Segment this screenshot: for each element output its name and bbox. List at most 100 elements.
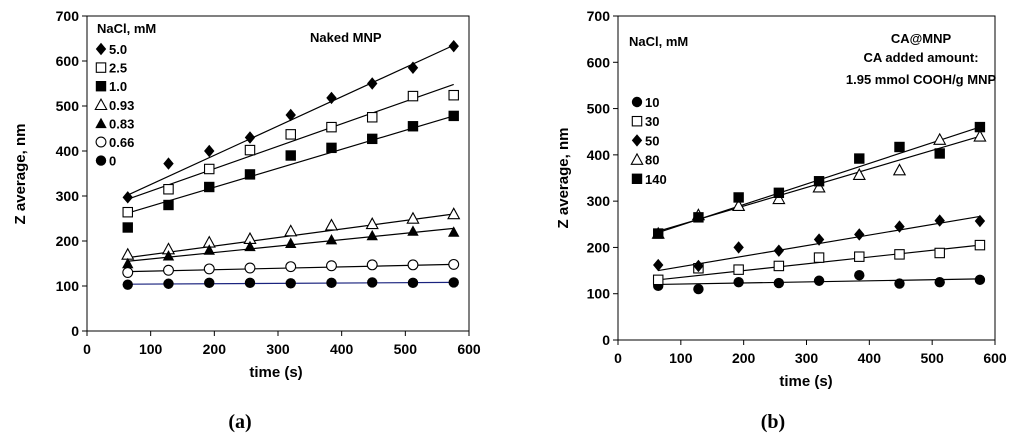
legend-label: 0.66 xyxy=(109,135,134,150)
legend-marker xyxy=(631,134,643,147)
x-tick-label: 300 xyxy=(266,341,290,357)
x-tick-label: 100 xyxy=(139,341,163,357)
data-point xyxy=(326,260,337,272)
y-tick-label: 400 xyxy=(56,143,80,159)
data-point xyxy=(813,275,825,286)
data-point xyxy=(448,110,459,122)
data-point xyxy=(285,261,297,273)
legend-label: 0.83 xyxy=(109,116,134,131)
legend-marker xyxy=(631,173,643,184)
data-point xyxy=(933,132,947,145)
data-point xyxy=(406,211,420,224)
panel-label-a: (a) xyxy=(228,411,251,433)
chart-subtitle-line-1: CA added amount: xyxy=(863,50,978,65)
data-point xyxy=(285,278,296,289)
data-point xyxy=(244,131,256,144)
y-tick-label: 200 xyxy=(56,233,80,249)
axes-a: 0 100 200 300 400 500 600 700 0 100 200 300 400 500 60… xyxy=(56,8,481,357)
legend-marker xyxy=(95,62,107,73)
data-point xyxy=(326,91,337,105)
legend-marker xyxy=(95,42,107,56)
legend-label: 0.93 xyxy=(109,98,134,113)
legend-label: 80 xyxy=(645,153,659,168)
data-point xyxy=(812,180,826,193)
legend-label: 50 xyxy=(645,133,659,148)
x-tick-label: 500 xyxy=(394,341,418,357)
data-point xyxy=(693,259,704,273)
data-point xyxy=(733,192,744,203)
data-point xyxy=(203,163,215,175)
data-point xyxy=(407,90,419,102)
legend-label: 1.0 xyxy=(109,79,127,94)
x-tick-label: 200 xyxy=(732,350,756,366)
panel-b: 0 100 200 300 400 500 600 700 0 100 200 300 400 500 60… xyxy=(555,8,1007,433)
data-point xyxy=(122,206,133,218)
data-point xyxy=(163,278,174,289)
legend-title-b: NaCl, mM xyxy=(629,34,688,49)
data-point xyxy=(448,226,460,237)
y-tick-label: 600 xyxy=(56,53,80,69)
data-point xyxy=(244,169,256,180)
data-point xyxy=(244,262,256,274)
data-point xyxy=(652,274,664,286)
data-point xyxy=(407,61,419,74)
data-point xyxy=(733,241,744,254)
data-point xyxy=(894,249,905,260)
data-point xyxy=(934,247,945,259)
data-point xyxy=(934,148,945,159)
data-point xyxy=(854,228,865,241)
data-point xyxy=(244,144,256,156)
data-point xyxy=(934,276,945,288)
data-point xyxy=(204,181,215,193)
x-tick-label: 300 xyxy=(795,350,819,366)
y-tick-label: 100 xyxy=(56,278,80,294)
x-tick-label: 0 xyxy=(83,341,91,357)
data-point xyxy=(773,244,785,257)
data-point xyxy=(285,237,297,248)
y-tick-label: 300 xyxy=(56,188,80,204)
legend-title-a: NaCl, mM xyxy=(97,21,156,36)
data-point xyxy=(121,247,135,260)
legend-label: 30 xyxy=(645,114,659,129)
data-point xyxy=(973,129,987,142)
data-point xyxy=(122,222,133,233)
data-point xyxy=(653,228,664,239)
data-point xyxy=(732,198,746,212)
legend-marker xyxy=(631,115,643,127)
data-point xyxy=(122,279,133,290)
data-point xyxy=(733,264,744,275)
data-point xyxy=(244,240,256,252)
y-tick-label: 0 xyxy=(602,332,610,348)
data-point xyxy=(448,89,459,101)
data-point xyxy=(773,277,785,289)
data-point xyxy=(326,277,337,289)
fit-line xyxy=(127,115,454,214)
data-point xyxy=(284,224,298,237)
y-axis-label-a: Z average, nm xyxy=(12,124,29,225)
x-tick-label: 200 xyxy=(203,341,227,357)
data-point xyxy=(204,277,215,289)
y-axis-label-b: Z average, nm xyxy=(555,128,572,229)
legend-marker xyxy=(631,96,643,108)
data-point xyxy=(974,214,986,228)
data-point xyxy=(773,260,785,272)
y-tick-label: 400 xyxy=(587,147,611,163)
data-point xyxy=(367,133,378,145)
panel-a: 0 100 200 300 400 500 600 700 0 100 200 300 400 500 60… xyxy=(12,8,481,433)
data-point xyxy=(693,212,704,223)
data-point xyxy=(285,150,296,161)
x-tick-label: 600 xyxy=(457,341,481,357)
data-point xyxy=(974,121,986,133)
x-tick-label: 600 xyxy=(983,350,1007,366)
axes-b: 0 100 200 300 400 500 600 700 0 100 200 300 400 500 60… xyxy=(587,8,1007,366)
data-point xyxy=(326,142,337,154)
data-point xyxy=(852,167,866,181)
data-point xyxy=(773,187,785,199)
data-point xyxy=(163,157,174,170)
y-tick-label: 700 xyxy=(56,8,80,24)
data-point xyxy=(854,251,865,262)
x-axis-label-b: time (s) xyxy=(779,373,832,390)
legend-label: 10 xyxy=(645,95,659,110)
data-point xyxy=(285,108,296,122)
